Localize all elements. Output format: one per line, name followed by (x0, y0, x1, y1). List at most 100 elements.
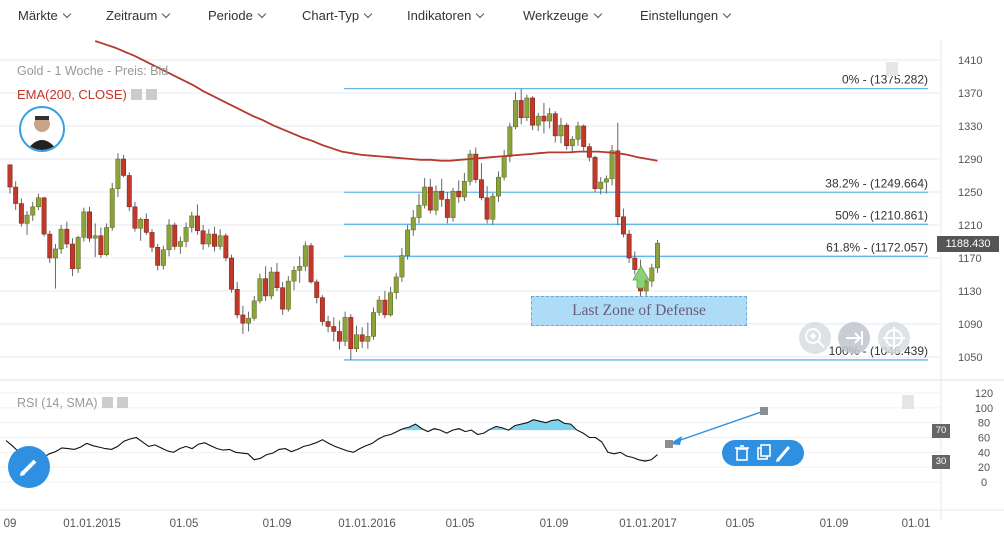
candle (478, 163, 484, 201)
candle (285, 276, 291, 312)
candle (166, 219, 172, 257)
menu-maerkte[interactable]: Märkte (18, 8, 71, 23)
candle-body (575, 125, 581, 140)
candle (433, 185, 439, 216)
candle (581, 124, 587, 151)
candle-body (490, 195, 496, 220)
candle-body (87, 211, 92, 239)
gear-icon[interactable] (101, 397, 113, 408)
user-drawings[interactable] (632, 265, 768, 448)
candle-body (104, 227, 110, 255)
candle (223, 233, 229, 262)
candle (138, 217, 144, 241)
ema-label-text: EMA(200, CLOSE) (17, 87, 127, 102)
candle (18, 198, 24, 227)
candle-body (223, 235, 229, 259)
menu-label: Chart-Typ (302, 8, 360, 23)
candle (342, 311, 348, 347)
reset-zoom-button[interactable] (878, 322, 910, 354)
candle-body (98, 235, 104, 255)
candle-body (655, 242, 660, 269)
price-tick-label: 1410 (958, 55, 982, 67)
menu-einstellungen[interactable]: Einstellungen (640, 8, 732, 23)
zone-annotation[interactable]: Last Zone of Defense (531, 296, 747, 326)
rsi-oversold-fill (6, 459, 658, 462)
candle-body (229, 257, 234, 290)
avatar[interactable] (19, 106, 65, 152)
candle-body (302, 245, 308, 267)
candle-body (530, 97, 536, 126)
price-tick-label: 1290 (958, 154, 982, 166)
candle (530, 96, 536, 131)
candle (354, 325, 359, 353)
lock-icon[interactable] (886, 62, 898, 76)
candle (291, 266, 297, 291)
candle-body (439, 190, 445, 200)
pencil-icon[interactable] (776, 446, 791, 462)
candle (143, 213, 149, 235)
copy-icon[interactable] (757, 444, 771, 460)
trash-icon[interactable] (735, 445, 749, 461)
candle (314, 279, 320, 304)
candle-body (268, 271, 274, 297)
scroll-to-end-button[interactable] (838, 322, 870, 354)
candle-body (376, 299, 382, 313)
rsi-indicator-label[interactable]: RSI (14, SMA) (17, 396, 128, 410)
fib-level-label: 50% - (1210.861) (835, 208, 928, 222)
menu-indikatoren[interactable]: Indikatoren (407, 8, 485, 23)
drawing-toolbar-icons (735, 444, 791, 462)
candle (308, 243, 314, 284)
candle (348, 314, 354, 361)
close-icon[interactable] (116, 397, 128, 408)
ema-indicator-label[interactable]: EMA(200, CLOSE) (17, 87, 157, 102)
crosshair-icon (883, 327, 905, 349)
lock-icon[interactable] (902, 395, 914, 409)
candle (52, 243, 58, 289)
candle-body (365, 336, 371, 342)
menu-chart-typ[interactable]: Chart-Typ (302, 8, 373, 23)
gear-icon[interactable] (130, 89, 142, 100)
rsi-tick-label: 120 (975, 388, 993, 400)
candle (212, 226, 217, 252)
time-tick-label: 01.05 (170, 518, 199, 530)
candle-body (371, 312, 376, 337)
menu-werkzeuge[interactable]: Werkzeuge (523, 8, 602, 23)
candle (365, 322, 371, 349)
rsi-line (5, 419, 658, 462)
candle (64, 221, 70, 249)
candle (410, 210, 416, 236)
candle-body (52, 248, 58, 259)
candle-body (552, 113, 558, 137)
menu-periode[interactable]: Periode (208, 8, 267, 23)
candle (609, 144, 615, 186)
candle (444, 192, 450, 224)
candle (569, 135, 575, 154)
time-axis: 09 01.01.2015 01.05 01.09 01.01.2016 01.05 01.… (4, 518, 931, 530)
candle (274, 262, 280, 291)
menu-label: Märkte (18, 8, 58, 23)
candle (393, 272, 399, 300)
menu-zeitraum[interactable]: Zeitraum (106, 8, 171, 23)
candle-body (189, 215, 195, 228)
candle-body (64, 228, 70, 245)
candle-body (200, 230, 206, 245)
fib-level-label: 0% - (1375.282) (842, 73, 928, 87)
candle (104, 223, 110, 257)
candle (632, 251, 638, 275)
candle (24, 210, 30, 235)
candle-body (308, 245, 314, 283)
candle (280, 281, 286, 315)
candle (518, 88, 524, 125)
candle (132, 201, 138, 232)
candle-body (274, 271, 280, 288)
ema-200-line (94, 40, 658, 162)
candle (439, 178, 445, 207)
close-icon[interactable] (145, 89, 157, 100)
draw-button[interactable] (8, 446, 50, 488)
zoom-in-button[interactable] (799, 322, 831, 354)
zoom-in-icon (805, 328, 825, 348)
candle-body (620, 216, 626, 235)
candle-body (183, 227, 189, 242)
menu-label: Werkzeuge (523, 8, 589, 23)
